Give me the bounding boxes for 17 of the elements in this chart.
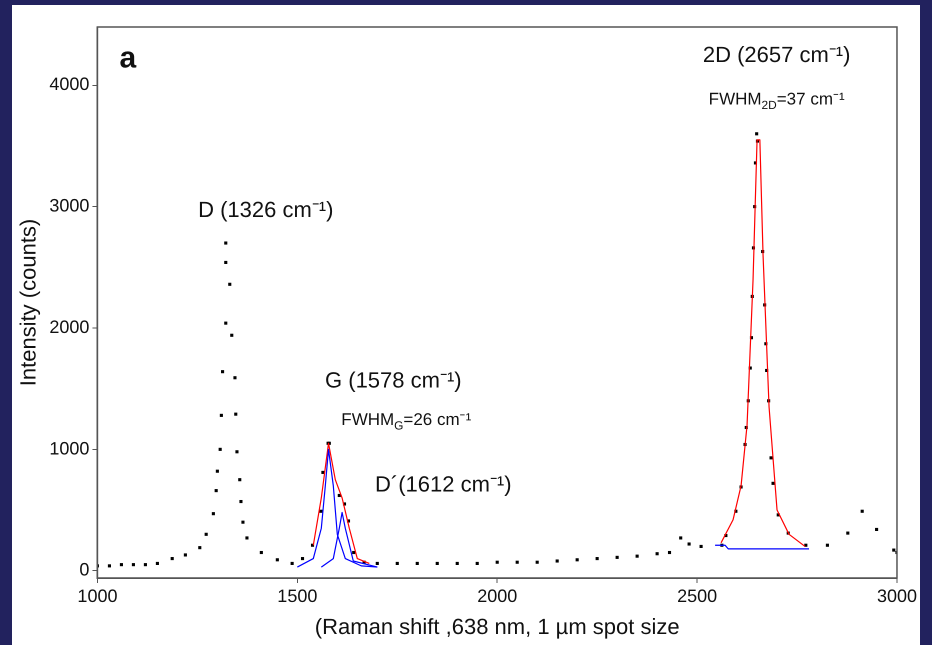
annotation: 2D (2657 cm⁻¹)	[702, 42, 850, 67]
x-tick-label: 2500	[677, 586, 718, 606]
y-tick-label: 4000	[49, 74, 90, 94]
x-tick-label: 1000	[77, 586, 118, 606]
y-axis-title: Intensity (counts)	[15, 218, 40, 386]
annotation: D (1326 cm⁻¹)	[198, 197, 334, 222]
annotation: a	[119, 41, 136, 74]
y-tick-label: 2000	[49, 316, 90, 337]
y-tick-label: 1000	[49, 438, 90, 458]
x-axis-title: (Raman shift ,638 nm, 1 µm spot size	[314, 614, 680, 639]
y-tick-label: 3000	[49, 196, 90, 216]
x-tick-label: 1500	[277, 586, 318, 606]
annotation: G (1578 cm⁻¹)	[325, 367, 462, 392]
y-tick-label: 0	[79, 560, 90, 580]
x-tick-label: 3000	[876, 586, 917, 606]
x-tick-label: 2000	[477, 586, 518, 606]
annotation: D´(1612 cm⁻¹)	[375, 472, 512, 497]
